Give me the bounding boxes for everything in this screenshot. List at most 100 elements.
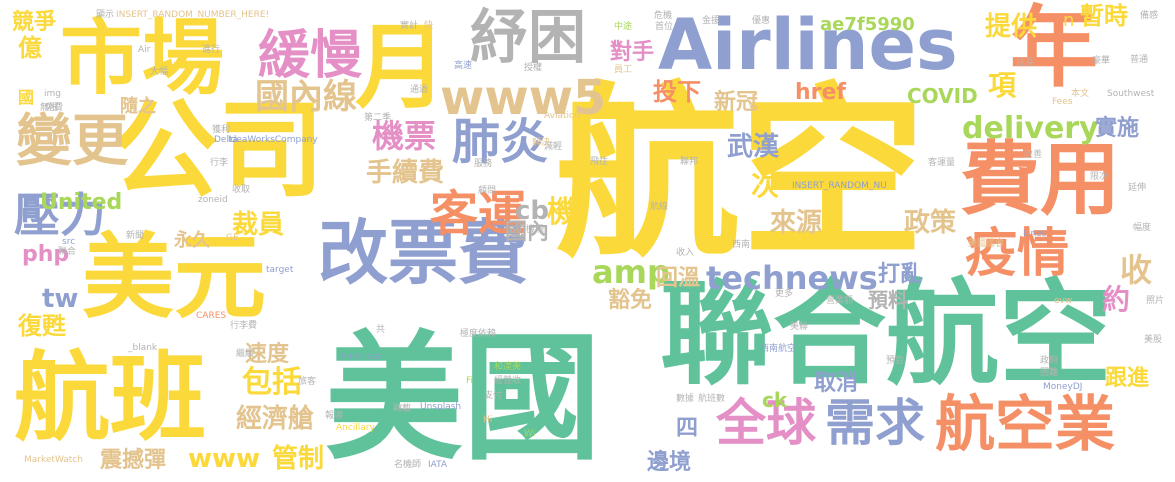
word-jichang: 機場 <box>526 225 545 235</box>
word-beigan: 備感 <box>1140 11 1159 21</box>
word-zhengce: 政策 <box>904 208 957 238</box>
word-sudu: 速度 <box>245 342 290 367</box>
word-baodao: 報導 <box>325 411 344 421</box>
word-united: United <box>40 190 123 215</box>
word-tigong: 提供 <box>985 12 1038 42</box>
word-gong: 共 <box>376 325 386 335</box>
word-n: n <box>1063 10 1075 31</box>
word-meiyuan: 美元 <box>82 224 267 331</box>
word-xinguan: 新冠 <box>714 90 759 115</box>
word-shou: 收 <box>1120 251 1153 289</box>
word-gaosu: 高速 <box>454 61 473 71</box>
word-shichang: 市場 <box>60 11 225 106</box>
word-meishu: 美股 <box>1144 335 1163 345</box>
word-insert-random-nu: INSERT_RANDOM_NU <box>792 181 887 191</box>
word-xianci: 限次 <box>1090 172 1109 182</box>
word-jiaotong: 通過 <box>410 85 429 95</box>
word-jiekun: 紓困 <box>470 3 587 71</box>
word-weixian: 無限 <box>40 103 59 113</box>
word-blank: _blank <box>128 343 158 353</box>
word-ge: GE <box>226 233 239 243</box>
word-dada: 大幅 <box>150 67 169 77</box>
word-guonei: 國內 <box>505 220 550 245</box>
word-biangeng: 變更 <box>16 109 128 174</box>
word-jianqing: 減輕 <box>544 142 563 152</box>
word-a: a <box>225 264 236 283</box>
word-yue2: 約 <box>1102 283 1131 316</box>
word-laiyuan: 來源 <box>770 208 823 238</box>
word-baokuo: 包括 <box>242 365 302 400</box>
word-xianshi: 顯示 <box>96 10 115 20</box>
word-zhifu: 支付 <box>484 391 503 401</box>
word-huomian: 豁免 <box>608 288 653 313</box>
word-huiwen: 回溫 <box>656 266 701 291</box>
word-chengben: 成長 <box>1016 58 1035 68</box>
word-suizhi: 隨之 <box>120 96 156 117</box>
word-fuwu: 服務 <box>474 159 493 169</box>
word-hangban2: 航班數 <box>698 394 726 404</box>
word-dantian: 航線 <box>650 202 669 212</box>
word-airlines: Airlines <box>658 4 958 86</box>
word-www5: www5 <box>440 70 607 126</box>
word-cares: CARES <box>196 311 227 321</box>
word-guo: 國 <box>18 88 35 107</box>
word-shoushi: 授權 <box>524 63 543 73</box>
word-marketwatch: MarketWatch <box>24 455 83 465</box>
word-dierhe: 第二季 <box>364 113 392 123</box>
word-moneydj: MoneyDJ <box>1043 382 1083 392</box>
word-hangban: 航班 <box>14 342 206 454</box>
word-keyunliang: 客運量 <box>928 158 956 168</box>
word-jingzheng: 競爭 <box>12 10 57 35</box>
word-keyun: 客運 <box>430 186 527 242</box>
word-jingjicang: 經濟艙 <box>236 404 315 434</box>
word-meiguo: 美國 <box>325 318 602 479</box>
word-yuliao: 預料 <box>868 288 908 312</box>
word-lianhe-hangkong: 聯合航空 <box>660 268 1112 400</box>
word-php: php <box>22 242 70 267</box>
word-gongsi: 公司 <box>112 89 324 212</box>
word-src: src <box>62 237 76 247</box>
word-wi: Wi <box>524 429 536 439</box>
word-xingliji: 行李費 <box>230 321 258 331</box>
word-fi: Fi <box>466 376 474 386</box>
word-cb: cb <box>515 196 550 226</box>
word-hemeiyun: 和達美 <box>494 362 522 372</box>
word-benwen: 本文 <box>1071 89 1090 99</box>
word-huanman: 緩慢 <box>258 26 363 86</box>
word-zhaoxiang: 照片 <box>1146 296 1165 306</box>
word-ci: 次 <box>751 169 780 202</box>
word-aviation: Aviation <box>544 111 581 121</box>
word-shugen: 數據 <box>676 394 695 404</box>
word-wuhan: 武漢 <box>727 132 780 162</box>
word-quanqiu: 全球 <box>716 394 816 452</box>
word-delivery: delivery <box>962 111 1099 146</box>
word-xingli: 行李 <box>210 158 229 168</box>
word-fuda: 幅度 <box>1133 223 1152 233</box>
word-ji: 機 <box>547 195 577 230</box>
word-yongjiu: 永久 <box>174 230 210 251</box>
word-putong: 普通 <box>1130 55 1149 65</box>
word-evw: evw <box>1054 296 1073 306</box>
word-guwen: 顧問 <box>478 186 497 196</box>
word-shiji: 實計 <box>400 21 419 31</box>
word-yuangong: 員工 <box>614 65 633 75</box>
word-gailiang: 改善 <box>1024 150 1043 160</box>
word-yali: 壓力 <box>14 188 106 242</box>
word-www: www <box>188 444 261 474</box>
word-hi: Hi <box>483 415 493 425</box>
word-weiji: 危機 <box>654 11 673 21</box>
word-insert-random-number-here: INSERT_RANDOM_NUMBER_HERE! <box>116 10 270 20</box>
word-img: img <box>44 89 61 99</box>
word-jipiao: 機票 <box>372 117 437 155</box>
word-zhengfu: 政府 <box>1040 356 1059 366</box>
word-gengduo: 更多 <box>775 289 794 299</box>
word-zhenhandan: 震撼彈 <box>100 448 167 473</box>
word-unsplash: Unsplash <box>420 402 462 412</box>
word-xinanhangkong: 西南航空 <box>760 344 797 354</box>
word-ancillary: Ancillary <box>336 423 375 433</box>
word-mingji: 名機師 <box>394 460 422 470</box>
word-covid: COVID <box>907 84 978 108</box>
word-duishou: 對手 <box>610 40 655 65</box>
word-yiqing: 疫情 <box>965 224 1070 284</box>
